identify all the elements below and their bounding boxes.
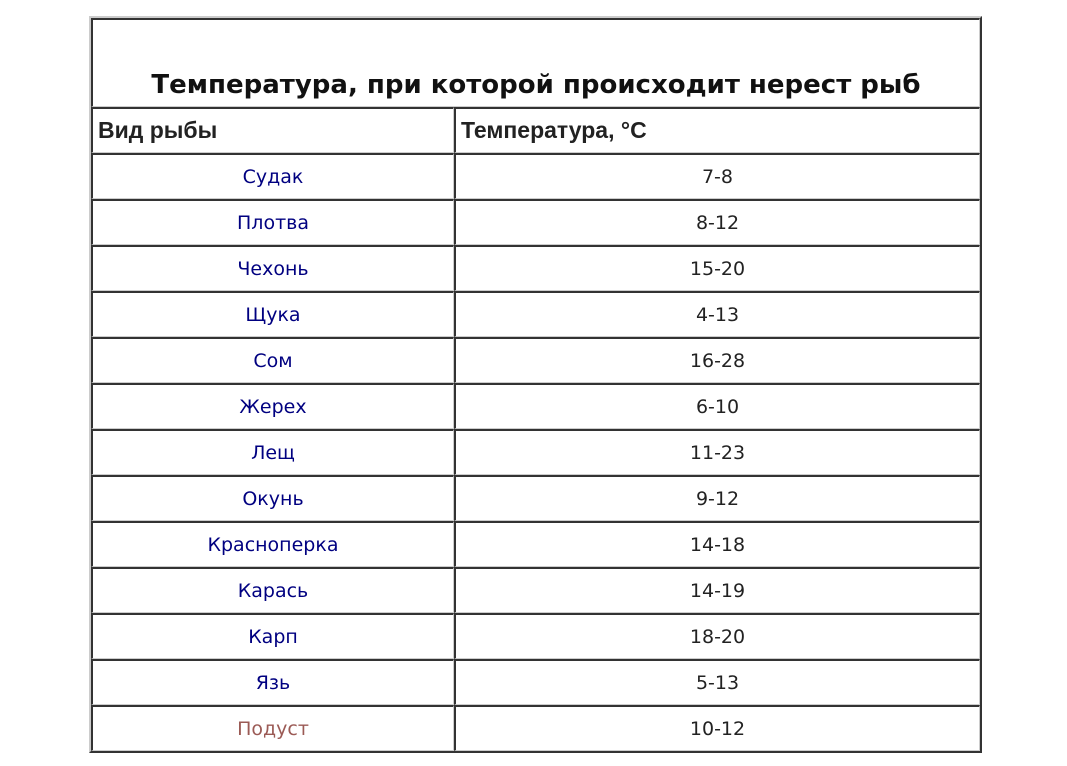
fish-link[interactable]: Карп [248, 625, 298, 648]
table-row: Окунь 9-12 [91, 475, 980, 521]
temperature-cell: 4-13 [454, 291, 980, 337]
table-row: Судак 7-8 [91, 153, 980, 199]
table-row: Плотва 8-12 [91, 199, 980, 245]
fish-cell: Карп [91, 613, 454, 659]
fish-cell: Плотва [91, 199, 454, 245]
fish-link[interactable]: Язь [255, 671, 291, 694]
temperature-cell: 10-12 [454, 705, 980, 751]
fish-cell: Карась [91, 567, 454, 613]
column-header-fish: Вид рыбы [91, 107, 454, 153]
fish-link[interactable]: Жерех [239, 395, 307, 418]
fish-cell: Красноперка [91, 521, 454, 567]
fish-cell: Язь [91, 659, 454, 705]
temperature-cell: 7-8 [454, 153, 980, 199]
table-row: Язь 5-13 [91, 659, 980, 705]
fish-link[interactable]: Красноперка [207, 533, 339, 556]
fish-link[interactable]: Лещ [251, 441, 295, 464]
table-row: Чехонь 15-20 [91, 245, 980, 291]
fish-cell: Жерех [91, 383, 454, 429]
temperature-cell: 18-20 [454, 613, 980, 659]
title-row: Температура, при которой происходит нере… [91, 18, 980, 107]
fish-cell: Лещ [91, 429, 454, 475]
temperature-cell: 9-12 [454, 475, 980, 521]
fish-cell: Сом [91, 337, 454, 383]
temperature-cell: 11-23 [454, 429, 980, 475]
column-header-temperature: Температура, °C [454, 107, 980, 153]
fish-link[interactable]: Карась [237, 579, 309, 602]
temperature-cell: 5-13 [454, 659, 980, 705]
table-title: Температура, при которой происходит нере… [91, 18, 980, 107]
header-row: Вид рыбы Температура, °C [91, 107, 980, 153]
fish-cell: Щука [91, 291, 454, 337]
table-row: Жерех 6-10 [91, 383, 980, 429]
temperature-cell: 14-19 [454, 567, 980, 613]
temperature-cell: 16-28 [454, 337, 980, 383]
temperature-cell: 15-20 [454, 245, 980, 291]
table-row: Карп 18-20 [91, 613, 980, 659]
temperature-cell: 8-12 [454, 199, 980, 245]
fish-cell: Чехонь [91, 245, 454, 291]
fish-link[interactable]: Щука [245, 303, 301, 326]
fish-cell: Подуст [91, 705, 454, 751]
table-row: Щука 4-13 [91, 291, 980, 337]
fish-link[interactable]: Судак [242, 165, 304, 188]
table-row: Красноперка 14-18 [91, 521, 980, 567]
temperature-cell: 14-18 [454, 521, 980, 567]
table-row: Карась 14-19 [91, 567, 980, 613]
fish-cell: Судак [91, 153, 454, 199]
fish-link[interactable]: Окунь [242, 487, 304, 510]
fish-link[interactable]: Сом [253, 349, 293, 372]
fish-link[interactable]: Подуст [237, 717, 309, 740]
table-row: Лещ 11-23 [91, 429, 980, 475]
fish-link[interactable]: Чехонь [237, 257, 309, 280]
table-row: Подуст 10-12 [91, 705, 980, 751]
spawning-temperature-table: Температура, при которой происходит нере… [89, 16, 982, 753]
fish-cell: Окунь [91, 475, 454, 521]
temperature-cell: 6-10 [454, 383, 980, 429]
fish-link[interactable]: Плотва [237, 211, 309, 234]
table-row: Сом 16-28 [91, 337, 980, 383]
